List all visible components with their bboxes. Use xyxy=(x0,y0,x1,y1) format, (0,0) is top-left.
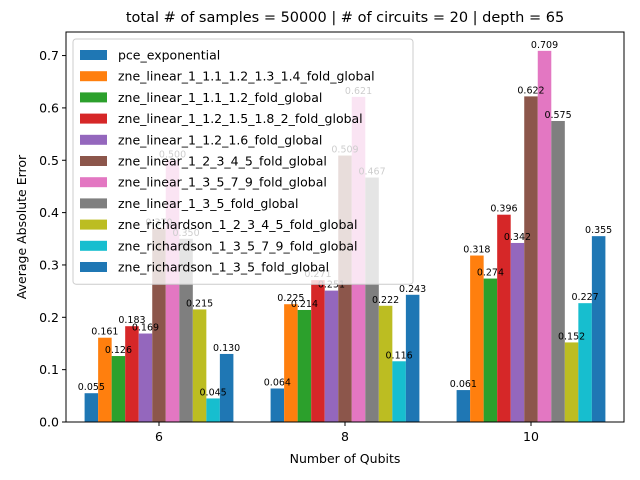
data-label: 0.126 xyxy=(105,345,132,356)
legend-entry: zne_linear_1_2_3_4_5_fold_global xyxy=(118,154,327,169)
data-label: 0.222 xyxy=(372,295,399,306)
x-tick-label: 10 xyxy=(523,429,539,444)
bar xyxy=(284,304,298,422)
legend-swatch xyxy=(80,50,107,60)
y-tick-label: 0.6 xyxy=(39,100,59,115)
x-axis-label: Number of Qubits xyxy=(290,451,401,466)
data-label: 0.709 xyxy=(531,40,558,51)
legend-swatch xyxy=(80,134,107,145)
data-label: 0.055 xyxy=(78,382,105,393)
data-label: 0.045 xyxy=(200,387,227,398)
bar xyxy=(524,96,538,423)
data-label: 0.152 xyxy=(558,331,585,342)
bar xyxy=(297,309,312,422)
data-label: 0.130 xyxy=(213,343,240,354)
bar xyxy=(392,361,406,422)
data-label: 0.227 xyxy=(572,292,599,303)
legend-entry: zne_linear_1_1.2_1.6_fold_global xyxy=(118,132,322,147)
data-label: 0.214 xyxy=(291,299,318,310)
data-label: 0.396 xyxy=(490,204,517,215)
bar xyxy=(311,280,325,422)
legend-box xyxy=(72,38,414,285)
x-tick-label: 8 xyxy=(341,429,349,444)
legend-swatch xyxy=(80,71,107,82)
y-tick-label: 0.5 xyxy=(39,153,59,168)
data-label: 0.342 xyxy=(504,232,531,243)
data-label: 0.064 xyxy=(264,377,291,388)
data-label: 0.161 xyxy=(91,327,118,338)
legend-swatch xyxy=(80,156,107,166)
y-tick-label: 0.1 xyxy=(39,362,59,377)
bar xyxy=(564,342,579,422)
y-tick-label: 0.3 xyxy=(39,257,59,272)
data-label: 0.575 xyxy=(544,110,571,121)
bar xyxy=(206,398,220,422)
legend-entry: zne_richardson_1_2_3_4_5_fold_global xyxy=(118,217,358,232)
data-label: 0.274 xyxy=(477,268,504,279)
bar xyxy=(324,290,339,422)
y-axis: 0.0 0.1 0.2 0.3 0.4 0.5 0.6 0.7 xyxy=(39,48,66,430)
data-label: 0.251 xyxy=(318,280,345,291)
data-label: 0.622 xyxy=(517,85,544,96)
bar xyxy=(98,337,112,422)
legend: pce_exponential zne_linear_1_1.1_1.2_1.3_… xyxy=(72,38,414,285)
data-label: 0.225 xyxy=(277,293,304,304)
legend-entry: zne_linear_1_1.1_1.2_1.3_1.4_fold_global xyxy=(118,69,375,84)
legend-swatch xyxy=(80,219,107,230)
y-tick-label: 0.7 xyxy=(39,48,59,63)
bar xyxy=(578,303,592,422)
bar xyxy=(192,309,207,422)
bar xyxy=(551,120,565,422)
bar xyxy=(219,353,234,422)
y-tick-label: 0.4 xyxy=(39,205,59,220)
bar xyxy=(405,294,420,422)
data-label: 0.243 xyxy=(399,284,426,295)
legend-entry: zne_linear_1_1.1_1.2_fold_global xyxy=(118,90,322,105)
x-tick-label: 6 xyxy=(155,429,163,444)
legend-entry: zne_linear_1_3_5_7_9_fold_global xyxy=(118,175,327,190)
bar xyxy=(84,393,99,422)
bar xyxy=(378,305,393,422)
bar xyxy=(111,356,126,422)
legend-swatch xyxy=(80,113,107,124)
y-tick-label: 0.0 xyxy=(39,415,59,430)
bar xyxy=(483,278,498,422)
legend-entry: zne_richardson_1_3_5_7_9_fold_global xyxy=(118,238,358,253)
bar xyxy=(270,388,285,422)
bar xyxy=(537,50,552,422)
y-axis-label: Average Absolute Error xyxy=(14,154,29,299)
bar xyxy=(510,242,525,422)
chart-title: total # of samples = 50000 | # of circui… xyxy=(126,10,564,26)
legend-entry: zne_richardson_1_3_5_fold_global xyxy=(118,260,329,275)
bar xyxy=(138,333,153,422)
bar xyxy=(497,214,511,422)
bar xyxy=(591,236,606,422)
data-label: 0.355 xyxy=(585,225,612,236)
legend-swatch xyxy=(80,262,107,272)
data-label: 0.215 xyxy=(186,298,213,309)
data-label: 0.318 xyxy=(463,245,490,256)
legend-entry: zne_linear_1_3_5_fold_global xyxy=(118,196,298,211)
bar xyxy=(456,390,471,422)
legend-entry: zne_linear_1_1.2_1.5_1.8_2_fold_global xyxy=(118,111,363,126)
x-axis: 6 8 10 xyxy=(155,422,539,444)
legend-entry: pce_exponential xyxy=(118,48,220,63)
data-label: 0.116 xyxy=(386,350,413,361)
bar xyxy=(470,255,484,422)
data-label: 0.061 xyxy=(450,379,477,390)
data-label: 0.169 xyxy=(132,323,159,334)
y-tick-label: 0.2 xyxy=(39,310,59,325)
data-label: 0.183 xyxy=(118,315,145,326)
legend-swatch xyxy=(80,92,107,103)
bar xyxy=(125,326,139,422)
legend-swatch xyxy=(80,198,107,209)
legend-swatch xyxy=(80,240,107,251)
legend-swatch xyxy=(80,177,107,188)
